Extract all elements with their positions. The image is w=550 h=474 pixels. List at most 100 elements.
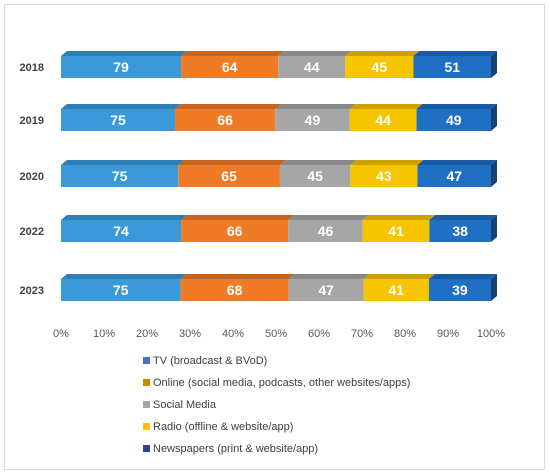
bar-segment xyxy=(349,104,423,131)
bar-segment-front xyxy=(180,279,289,301)
data-label: 51 xyxy=(444,59,460,75)
x-tick-label: 10% xyxy=(93,328,115,340)
x-tick-label: 30% xyxy=(179,328,201,340)
bar-segment-top xyxy=(362,215,436,220)
data-label: 75 xyxy=(110,112,126,128)
bar-segment-front xyxy=(349,109,417,131)
x-tick-label: 70% xyxy=(351,328,373,340)
data-label: 44 xyxy=(375,112,391,128)
bar-segment-front xyxy=(181,220,289,242)
bar-segment xyxy=(350,160,424,187)
bar-segment-side xyxy=(491,160,497,187)
bar-segment xyxy=(345,51,420,78)
x-tick-label: 90% xyxy=(437,328,459,340)
bar-segment-top xyxy=(61,274,187,279)
legend-label-online: Online (social media, podcasts, other we… xyxy=(153,376,411,389)
bar-segment-top xyxy=(413,51,497,56)
bar-segment-top xyxy=(278,51,352,56)
bar-segment-front xyxy=(61,109,175,131)
bar-segment-top xyxy=(61,51,188,56)
data-label: 47 xyxy=(318,282,334,298)
bar-segment-front xyxy=(61,220,182,242)
bar-segment-top xyxy=(61,215,188,220)
data-label: 44 xyxy=(304,59,320,75)
bar-segment-front xyxy=(279,165,351,187)
bar-segment-side xyxy=(491,51,497,78)
bar-segment-front xyxy=(288,279,364,301)
bar-segment-top xyxy=(429,215,497,220)
bar-segment-top xyxy=(275,104,356,109)
bar-segment xyxy=(362,215,436,242)
data-label: 65 xyxy=(221,168,237,184)
bar-segment-top xyxy=(61,160,185,165)
bar-segment-front xyxy=(350,165,418,187)
data-label: 43 xyxy=(376,168,392,184)
bar-segment xyxy=(61,274,187,301)
bar-segment-top xyxy=(345,51,420,56)
data-label: 74 xyxy=(113,223,129,239)
bar-segment-top xyxy=(428,274,497,279)
legend-label-social-media: Social Media xyxy=(153,398,216,411)
bar-segment-front xyxy=(345,56,414,78)
bar-segment-top xyxy=(288,215,369,220)
bar-segment-front xyxy=(429,220,491,242)
bar-segment-front xyxy=(417,165,491,187)
data-label: 64 xyxy=(222,59,238,75)
data-label: 39 xyxy=(452,282,468,298)
x-tick-label: 80% xyxy=(394,328,416,340)
bar-segment-front xyxy=(275,109,350,131)
bar-segment xyxy=(428,274,497,301)
bar-segment-top xyxy=(279,160,357,165)
data-label: 49 xyxy=(446,112,462,128)
legend-item-radio: Radio (offline & website/app) xyxy=(143,418,410,435)
bar-segment xyxy=(181,215,295,242)
category-label: 2019 xyxy=(20,115,44,127)
bar-segment xyxy=(363,274,435,301)
bar-segment-top xyxy=(349,104,423,109)
legend: TV (broadcast & BVoD) Online (social med… xyxy=(143,352,410,462)
data-label: 68 xyxy=(227,282,243,298)
bar-segment-front xyxy=(416,109,491,131)
bar-segment xyxy=(288,274,370,301)
legend-item-newspapers: Newspapers (print & website/app) xyxy=(143,440,410,457)
data-label: 45 xyxy=(372,59,388,75)
data-label: 38 xyxy=(452,223,468,239)
data-label: 46 xyxy=(318,223,334,239)
bar-segment-front xyxy=(363,279,429,301)
bar-segment xyxy=(288,215,369,242)
bar-segment-top xyxy=(416,104,497,109)
category-label: 2022 xyxy=(20,226,44,238)
bar-segment-front xyxy=(178,165,280,187)
legend-item-social-media: Social Media xyxy=(143,396,410,413)
x-tick-label: 0% xyxy=(53,328,69,340)
category-label: 2020 xyxy=(20,171,44,183)
bar-segment xyxy=(279,160,357,187)
bar-segment-top xyxy=(178,160,286,165)
category-label: 2023 xyxy=(20,285,44,297)
bar-segment-top xyxy=(417,160,497,165)
bar-segment xyxy=(181,51,285,78)
bar-segment-top xyxy=(180,274,295,279)
bar-segment-front xyxy=(61,56,182,78)
legend-swatch-radio xyxy=(143,423,150,430)
x-tick-label: 20% xyxy=(136,328,158,340)
bar-segment xyxy=(174,104,282,131)
legend-swatch-newspapers xyxy=(143,445,150,452)
category-label: 2018 xyxy=(20,62,44,74)
bar-segment xyxy=(416,104,497,131)
legend-swatch-social-media xyxy=(143,401,150,408)
x-tick-label: 40% xyxy=(222,328,244,340)
bar-segment-top xyxy=(288,274,370,279)
bar-segment-front xyxy=(181,56,279,78)
legend-item-tv: TV (broadcast & BVoD) xyxy=(143,352,410,369)
data-label: 41 xyxy=(388,282,404,298)
bar-segment-front xyxy=(428,279,491,301)
bar-segment-top xyxy=(181,215,295,220)
legend-label-radio: Radio (offline & website/app) xyxy=(153,420,294,433)
bar-segment xyxy=(61,160,185,187)
x-tick-label: 100% xyxy=(477,328,505,340)
bar-segment-top xyxy=(181,51,285,56)
x-tick-label: 50% xyxy=(265,328,287,340)
bar-segment-front xyxy=(362,220,430,242)
data-label: 49 xyxy=(305,112,321,128)
